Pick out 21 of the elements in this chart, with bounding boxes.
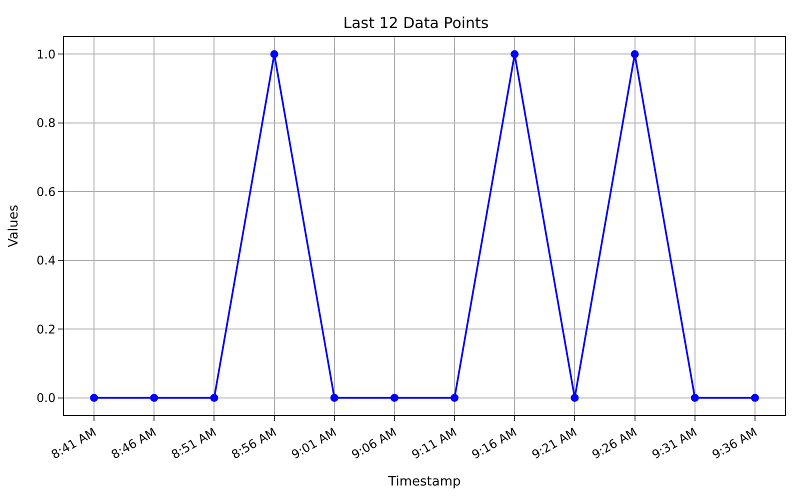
- x-tick-label: 8:41 AM: [48, 425, 99, 462]
- x-tick-label: 9:01 AM: [289, 425, 339, 462]
- x-tick-label: 8:51 AM: [168, 425, 219, 462]
- y-tick-label: 1.0: [36, 47, 56, 62]
- y-tick-label: 0.8: [36, 116, 56, 130]
- x-tick-label: 9:31 AM: [650, 425, 700, 462]
- x-axis-title: Timestamp: [387, 474, 461, 490]
- x-tick-label: 9:16 AM: [469, 425, 520, 462]
- y-tick-label: 0.4: [36, 254, 56, 268]
- x-tick-label: 9:21 AM: [529, 425, 580, 462]
- x-tick-label: 9:36 AM: [710, 425, 760, 462]
- y-axis-title: Values: [6, 204, 22, 248]
- x-tick-label: 8:46 AM: [108, 425, 159, 462]
- x-tick-label: 8:56 AM: [229, 425, 279, 462]
- x-tick-label: 9:11 AM: [409, 425, 460, 462]
- x-tick-label: 9:06 AM: [349, 425, 399, 462]
- y-tick-label: 0.6: [36, 184, 56, 199]
- y-tick-label: 0.0: [36, 391, 56, 406]
- chart-title: Last 12 Data Points: [343, 14, 489, 32]
- x-tick-label: 9:26 AM: [590, 425, 640, 462]
- y-tick-label: 0.2: [36, 322, 56, 336]
